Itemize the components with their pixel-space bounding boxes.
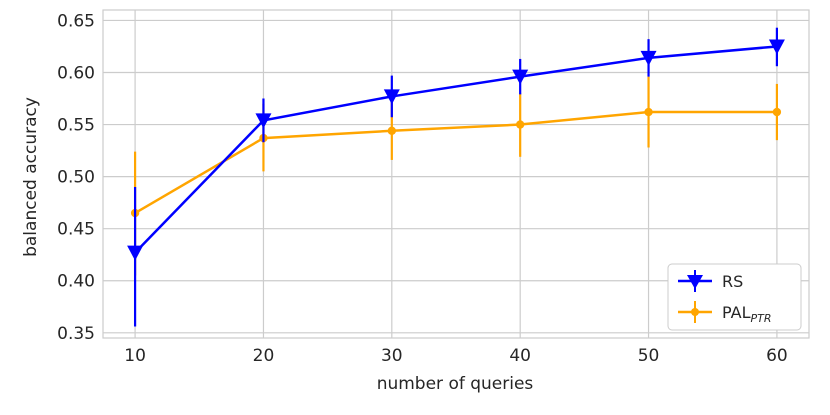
data-point <box>644 107 653 117</box>
legend-label-pal-subscript: PTR <box>750 312 771 325</box>
legend-label-pal: PALPTR <box>722 303 771 325</box>
x-tick-label: 20 <box>253 346 275 366</box>
x-tick-label: 50 <box>638 346 660 366</box>
legend-label-pal-main: PAL <box>722 303 751 322</box>
x-axis-label: number of queries <box>377 374 534 394</box>
legend-label-rs: RS <box>722 272 743 291</box>
data-point <box>127 245 144 261</box>
data-point <box>640 50 657 66</box>
y-tick-label: 0.40 <box>57 272 95 292</box>
data-point <box>387 126 397 135</box>
series-line <box>134 45 778 254</box>
y-tick-label: 0.60 <box>57 63 95 83</box>
y-tick-label: 0.35 <box>57 324 95 344</box>
legend-entry-rs: RS <box>678 270 743 292</box>
data-point <box>512 69 529 85</box>
x-tick-label: 30 <box>381 346 403 366</box>
y-axis-label: balanced accuracy <box>21 97 41 257</box>
series <box>127 27 785 327</box>
data-point <box>255 113 272 129</box>
x-tick-label: 10 <box>124 346 146 366</box>
y-tick-label: 0.55 <box>57 116 95 136</box>
legend-circle-marker <box>691 308 699 316</box>
x-tick-label: 40 <box>509 346 531 366</box>
data-point <box>515 120 525 129</box>
data-point <box>772 107 782 117</box>
y-tick-label: 0.50 <box>57 168 95 188</box>
x-tick-labels: 10 20 30 40 50 60 <box>124 346 787 366</box>
data-point <box>768 39 785 55</box>
y-tick-labels: 0.35 0.40 0.45 0.50 0.55 0.60 0.65 <box>57 11 95 343</box>
y-tick-label: 0.65 <box>57 11 95 31</box>
data-point <box>383 89 400 105</box>
legend: RS PALPTR <box>667 263 802 331</box>
legend-entry-pal: PALPTR <box>678 301 771 325</box>
plot-frame <box>102 9 810 339</box>
x-tick-label: 60 <box>766 346 788 366</box>
series-line <box>134 110 777 215</box>
series-pal <box>130 76 782 276</box>
y-tick-label: 0.45 <box>57 220 95 240</box>
legend-triangle-down-marker <box>687 275 703 289</box>
series-rs <box>127 27 785 327</box>
